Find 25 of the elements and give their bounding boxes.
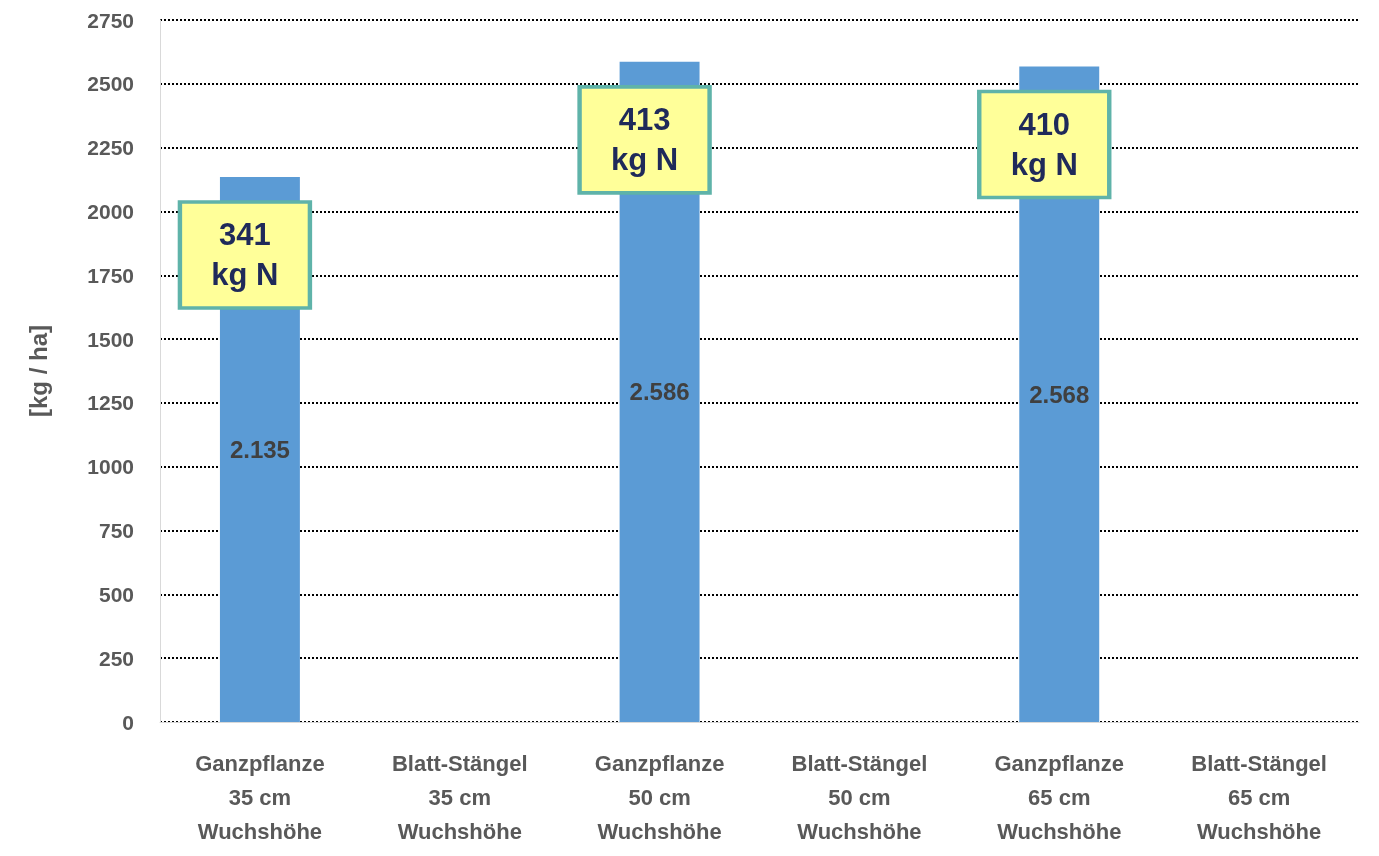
y-tick-label: 1500 bbox=[87, 327, 134, 351]
x-tick-label: Blatt-Stängel 35 cm Wuchshöhe bbox=[391, 750, 528, 844]
y-tick-label: 0 bbox=[122, 710, 134, 734]
y-tick-label: 1000 bbox=[87, 455, 134, 479]
y-tick-label: 2000 bbox=[87, 199, 134, 223]
y-tick-label: 2250 bbox=[87, 136, 134, 160]
y-tick-label: 500 bbox=[98, 582, 134, 606]
y-tick-label: 750 bbox=[98, 519, 134, 543]
data-label: 2.586 bbox=[629, 378, 690, 406]
y-axis-title: [kg / ha] bbox=[24, 324, 52, 418]
x-tick-label: Blatt-Stängel 65 cm Wuchshöhe bbox=[1191, 750, 1327, 844]
annotation: 410 kg N bbox=[1010, 106, 1078, 182]
y-tick-label: 2500 bbox=[87, 72, 134, 96]
x-tick-label: Ganzpflanze 50 cm Wuchshöhe bbox=[594, 750, 725, 844]
annotation: 341 kg N bbox=[211, 217, 279, 293]
x-tick-label: Blatt-Stängel 50 cm Wuchshöhe bbox=[791, 750, 928, 844]
x-tick-label: Ganzpflanze 65 cm Wuchshöhe bbox=[994, 750, 1125, 844]
y-tick-label: 1250 bbox=[87, 391, 134, 415]
data-label: 2.135 bbox=[229, 436, 290, 463]
x-tick-label: Ganzpflanze 35 cm Wuchshöhe bbox=[195, 750, 325, 844]
y-tick-label: 1750 bbox=[87, 263, 134, 287]
y-tick-label: 2750 bbox=[87, 8, 134, 32]
y-tick-label: 250 bbox=[98, 646, 134, 670]
data-label: 2.568 bbox=[1029, 380, 1090, 408]
annotation: 413 kg N bbox=[610, 102, 679, 178]
